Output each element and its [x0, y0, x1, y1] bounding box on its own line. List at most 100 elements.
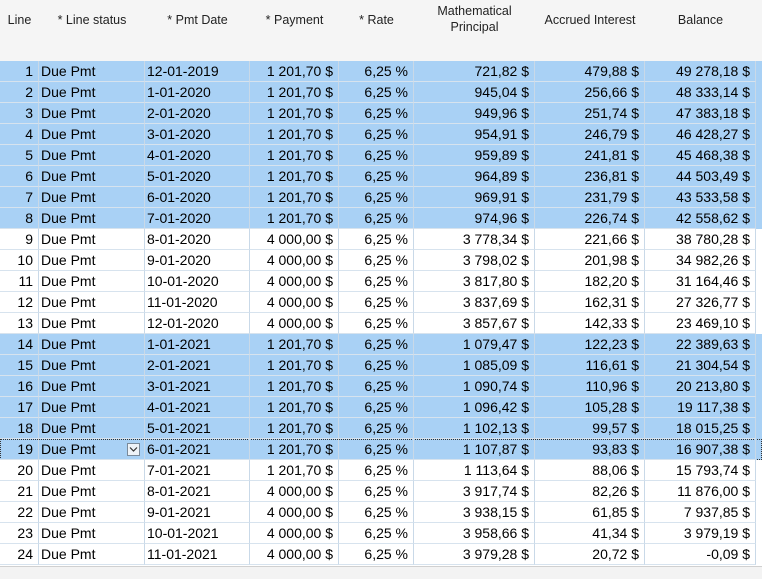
cell-accrued-interest[interactable]: 93,83 $ — [535, 439, 645, 460]
table-row[interactable]: 2 Due Pmt 1-01-2020 1 201,70 $6,25 % 945,04 … — [0, 82, 762, 103]
cell-principal[interactable]: 974,96 $ — [414, 208, 535, 229]
cell-rate[interactable]: 6,25 % — [339, 103, 414, 124]
cell-line-status[interactable]: Due Pmt — [39, 271, 145, 292]
cell-line[interactable]: 19 — [0, 439, 39, 460]
cell-pmt-date[interactable]: 11-01-2020 — [145, 292, 250, 313]
cell-rate[interactable]: 6,25 % — [339, 124, 414, 145]
cell-line[interactable]: 17 — [0, 397, 39, 418]
cell-payment[interactable]: 4 000,00 $ — [250, 292, 339, 313]
cell-payment[interactable]: 1 201,70 $ — [250, 103, 339, 124]
cell-pmt-date[interactable]: 10-01-2020 — [145, 271, 250, 292]
cell-balance[interactable]: 23 469,10 $ — [645, 313, 756, 334]
cell-line[interactable]: 12 — [0, 292, 39, 313]
table-row[interactable]: 1 Due Pmt 12-01-2019 1 201,70 $6,25 % 721,82… — [0, 61, 762, 82]
cell-accrued-interest[interactable]: 231,79 $ — [535, 187, 645, 208]
cell-line[interactable]: 5 — [0, 145, 39, 166]
cell-rate[interactable]: 6,25 % — [339, 187, 414, 208]
cell-payment[interactable]: 4 000,00 $ — [250, 502, 339, 523]
cell-principal[interactable]: 1 096,42 $ — [414, 397, 535, 418]
cell-line[interactable]: 24 — [0, 544, 39, 565]
cell-payment[interactable]: 4 000,00 $ — [250, 523, 339, 544]
cell-line-status[interactable]: Due Pmt — [39, 166, 145, 187]
cell-principal[interactable]: 3 917,74 $ — [414, 481, 535, 502]
cell-principal[interactable]: 969,91 $ — [414, 187, 535, 208]
cell-line-status[interactable]: Due Pmt — [39, 313, 145, 334]
table-row[interactable]: 16 Due Pmt 3-01-2021 1 201,70 $6,25 % 1 090,… — [0, 376, 762, 397]
table-row[interactable]: 9 Due Pmt 8-01-2020 4 000,00 $6,25 % 3 778,3… — [0, 229, 762, 250]
cell-accrued-interest[interactable]: 110,96 $ — [535, 376, 645, 397]
cell-line-status[interactable]: Due Pmt — [39, 208, 145, 229]
cell-pmt-date[interactable]: 7-01-2020 — [145, 208, 250, 229]
cell-balance[interactable]: 7 937,85 $ — [645, 502, 756, 523]
cell-line[interactable]: 14 — [0, 334, 39, 355]
cell-balance[interactable]: 43 533,58 $ — [645, 187, 756, 208]
cell-pmt-date[interactable]: 2-01-2020 — [145, 103, 250, 124]
cell-accrued-interest[interactable]: 82,26 $ — [535, 481, 645, 502]
cell-accrued-interest[interactable]: 182,20 $ — [535, 271, 645, 292]
cell-accrued-interest[interactable]: 122,23 $ — [535, 334, 645, 355]
cell-balance[interactable]: -0,09 $ — [645, 544, 756, 565]
cell-line-status[interactable]: Due Pmt — [39, 292, 145, 313]
cell-payment[interactable]: 1 201,70 $ — [250, 355, 339, 376]
cell-rate[interactable]: 6,25 % — [339, 460, 414, 481]
cell-payment[interactable]: 1 201,70 $ — [250, 397, 339, 418]
cell-rate[interactable]: 6,25 % — [339, 397, 414, 418]
cell-pmt-date[interactable]: 11-01-2021 — [145, 544, 250, 565]
cell-payment[interactable]: 1 201,70 $ — [250, 418, 339, 439]
table-row[interactable]: 6 Due Pmt 5-01-2020 1 201,70 $6,25 % 964,89 … — [0, 166, 762, 187]
cell-balance[interactable]: 22 389,63 $ — [645, 334, 756, 355]
table-row[interactable]: 17 Due Pmt 4-01-2021 1 201,70 $6,25 % 1 096,… — [0, 397, 762, 418]
cell-principal[interactable]: 3 958,66 $ — [414, 523, 535, 544]
cell-balance[interactable]: 42 558,62 $ — [645, 208, 756, 229]
cell-accrued-interest[interactable]: 41,34 $ — [535, 523, 645, 544]
cell-rate[interactable]: 6,25 % — [339, 523, 414, 544]
cell-line[interactable]: 4 — [0, 124, 39, 145]
cell-accrued-interest[interactable]: 479,88 $ — [535, 61, 645, 82]
cell-rate[interactable]: 6,25 % — [339, 376, 414, 397]
column-header-accrued-interest[interactable]: Accrued Interest — [544, 13, 636, 27]
cell-pmt-date[interactable]: 6-01-2021 — [145, 439, 250, 460]
cell-principal[interactable]: 1 079,47 $ — [414, 334, 535, 355]
cell-payment[interactable]: 1 201,70 $ — [250, 208, 339, 229]
cell-line-status[interactable]: Due Pmt — [39, 103, 145, 124]
column-header-payment[interactable]: * Payment — [265, 13, 324, 27]
cell-accrued-interest[interactable]: 236,81 $ — [535, 166, 645, 187]
cell-principal[interactable]: 3 938,15 $ — [414, 502, 535, 523]
cell-line[interactable]: 6 — [0, 166, 39, 187]
cell-rate[interactable]: 6,25 % — [339, 271, 414, 292]
cell-principal[interactable]: 3 857,67 $ — [414, 313, 535, 334]
cell-balance[interactable]: 48 333,14 $ — [645, 82, 756, 103]
cell-line[interactable]: 23 — [0, 523, 39, 544]
column-header-balance[interactable]: Balance — [677, 13, 724, 27]
cell-payment[interactable]: 4 000,00 $ — [250, 313, 339, 334]
cell-rate[interactable]: 6,25 % — [339, 502, 414, 523]
cell-line[interactable]: 11 — [0, 271, 39, 292]
cell-line-status[interactable]: Due Pmt — [39, 502, 145, 523]
cell-accrued-interest[interactable]: 142,33 $ — [535, 313, 645, 334]
cell-line-status[interactable]: Due Pmt — [39, 250, 145, 271]
cell-rate[interactable]: 6,25 % — [339, 229, 414, 250]
cell-payment[interactable]: 1 201,70 $ — [250, 460, 339, 481]
cell-pmt-date[interactable]: 8-01-2020 — [145, 229, 250, 250]
table-row[interactable]: 22 Due Pmt 9-01-2021 4 000,00 $6,25 % 3 938,… — [0, 502, 762, 523]
cell-accrued-interest[interactable]: 116,61 $ — [535, 355, 645, 376]
table-row[interactable]: 19 Due Pmt 6-01-2021 1 201,70 $6,25 % 1 107,… — [0, 439, 762, 460]
cell-balance[interactable]: 38 780,28 $ — [645, 229, 756, 250]
cell-line-status[interactable]: Due Pmt — [39, 82, 145, 103]
column-header-rate[interactable]: * Rate — [359, 13, 394, 27]
table-row[interactable]: 3 Due Pmt 2-01-2020 1 201,70 $6,25 % 949,96 … — [0, 103, 762, 124]
cell-principal[interactable]: 1 102,13 $ — [414, 418, 535, 439]
cell-balance[interactable]: 46 428,27 $ — [645, 124, 756, 145]
cell-pmt-date[interactable]: 3-01-2021 — [145, 376, 250, 397]
cell-rate[interactable]: 6,25 % — [339, 208, 414, 229]
cell-pmt-date[interactable]: 8-01-2021 — [145, 481, 250, 502]
cell-line[interactable]: 13 — [0, 313, 39, 334]
cell-line[interactable]: 15 — [0, 355, 39, 376]
cell-line-status[interactable]: Due Pmt — [39, 418, 145, 439]
cell-line-status[interactable]: Due Pmt — [39, 334, 145, 355]
cell-line-status[interactable]: Due Pmt — [39, 460, 145, 481]
cell-line[interactable]: 16 — [0, 376, 39, 397]
cell-balance[interactable]: 15 793,74 $ — [645, 460, 756, 481]
cell-principal[interactable]: 3 778,34 $ — [414, 229, 535, 250]
cell-balance[interactable]: 27 326,77 $ — [645, 292, 756, 313]
